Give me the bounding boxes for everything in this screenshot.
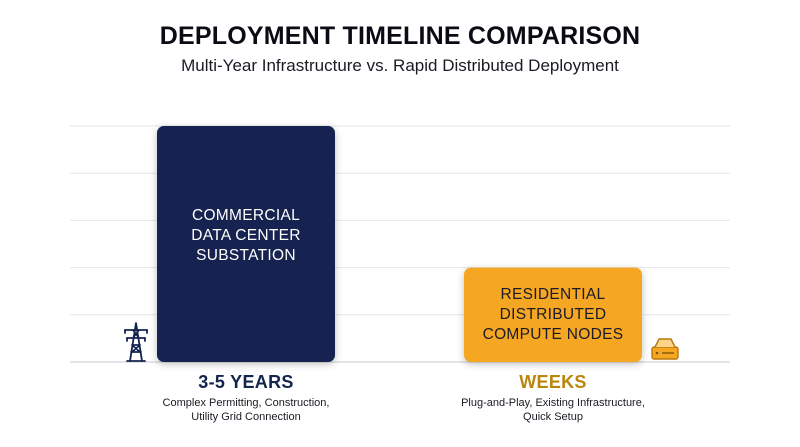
- description-line: Utility Grid Connection: [191, 411, 301, 423]
- bars: [157, 126, 642, 362]
- bar-label-line: DISTRIBUTED: [499, 305, 607, 323]
- bar-label-line: DATA CENTER: [191, 227, 301, 244]
- value-label-commercial: 3-5 YEARS: [198, 372, 294, 392]
- bar-label-residential: RESIDENTIAL DISTRIBUTED COMPUTE NODES: [464, 285, 642, 345]
- bar-label-commercial: COMMERCIAL DATA CENTER SUBSTATION: [157, 206, 335, 266]
- bar-label-line: RESIDENTIAL: [500, 285, 606, 303]
- bar-label-line: COMMERCIAL: [191, 207, 301, 224]
- value-label-residential: WEEKS: [519, 372, 587, 392]
- bar-label-line: SUBSTATION: [196, 247, 296, 264]
- description-commercial: Complex Permitting, Construction, Utilit…: [116, 396, 376, 424]
- bar-commercial: [157, 126, 335, 362]
- chart-title: DEPLOYMENT TIMELINE COMPARISON: [159, 22, 641, 50]
- description-line: Complex Permitting, Construction,: [162, 397, 330, 409]
- chart-subtitle: Multi-Year Infrastructure vs. Rapid Dist…: [181, 56, 619, 75]
- description-line: Plug-and-Play, Existing Infrastructure,: [461, 397, 645, 409]
- bar-residential: [464, 267, 642, 362]
- transmission-tower-icon: [121, 321, 151, 368]
- description-line: Quick Setup: [523, 411, 583, 423]
- bar-label-line: COMPUTE NODES: [482, 325, 624, 343]
- server-node-icon: [650, 336, 680, 367]
- description-residential: Plug-and-Play, Existing Infrastructure, …: [423, 396, 683, 424]
